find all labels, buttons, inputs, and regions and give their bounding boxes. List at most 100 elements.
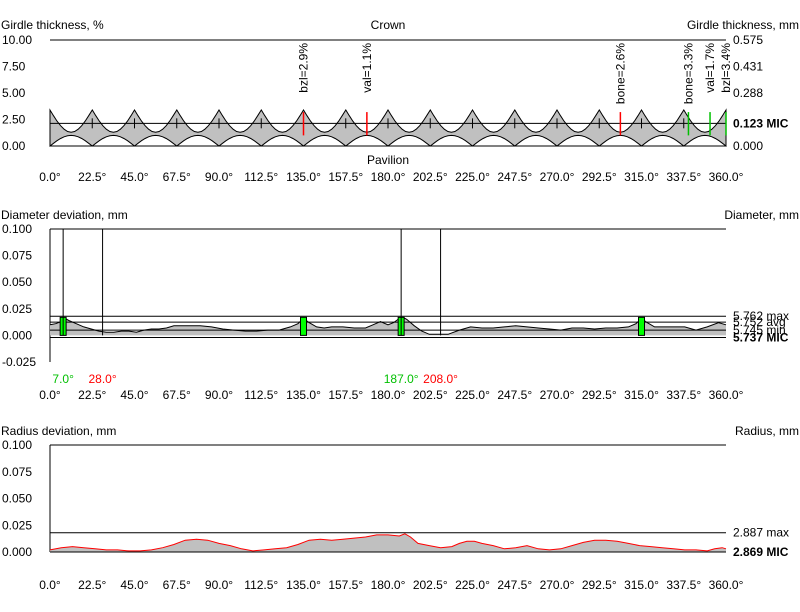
- radius-y-tick-label: 0.000: [2, 545, 32, 559]
- girdle-left-title: Girdle thickness, %: [1, 18, 104, 32]
- radius-x-tick-label: 112.5°: [244, 578, 278, 592]
- diameter-angle-label: 7.0°: [52, 372, 74, 386]
- radius-y-tick-label: 0.075: [2, 465, 32, 479]
- girdle-left-tick-label: 2.50: [2, 113, 26, 127]
- diameter-x-tick-label: 67.5°: [163, 388, 191, 402]
- radius-x-tick-label: 180.0°: [371, 578, 406, 592]
- girdle-x-tick-label: 247.5°: [497, 170, 532, 184]
- girdle-right-tick-label: 0.288: [733, 86, 763, 100]
- girdle-x-tick-label: 67.5°: [163, 170, 191, 184]
- diameter-x-tick-label: 225.0°: [455, 388, 490, 402]
- girdle-x-tick-label: 315.0°: [624, 170, 659, 184]
- diameter-y-tick-label: 0.075: [2, 249, 32, 263]
- girdle-x-tick-label: 202.5°: [413, 170, 448, 184]
- girdle-x-tick-label: 270.0°: [540, 170, 575, 184]
- radius-x-tick-label: 22.5°: [78, 578, 106, 592]
- diameter-profile-area: [50, 317, 726, 335]
- diameter-x-tick-label: 247.5°: [497, 388, 532, 402]
- girdle-pavilion-label: Pavilion: [367, 153, 409, 167]
- diameter-ref-label: 5.737 MIC: [733, 331, 789, 345]
- girdle-x-tick-label: 0.0°: [39, 170, 61, 184]
- radius-left-title: Radius deviation, mm: [1, 424, 116, 438]
- radius-x-tick-label: 90.0°: [205, 578, 233, 592]
- girdle-x-tick-label: 360.0°: [709, 170, 744, 184]
- radius-x-tick-label: 315.0°: [624, 578, 659, 592]
- radius-deviation-chart: 0.100 0.075 0.050 0.025 0.000 2.887 max 2.869 …: [2, 438, 789, 592]
- girdle-x-tick-label: 22.5°: [78, 170, 106, 184]
- radius-x-tick-label: 67.5°: [163, 578, 191, 592]
- girdle-x-tick-label: 112.5°: [244, 170, 278, 184]
- diameter-y-tick-label: 0.100: [2, 222, 32, 236]
- diameter-y-tick-label: 0.000: [2, 328, 32, 342]
- radius-x-tick-label: 45.0°: [120, 578, 148, 592]
- girdle-x-tick-label: 45.0°: [120, 170, 148, 184]
- girdle-right-tick-label: 0.575: [733, 33, 763, 47]
- girdle-right-tick-label: 0.000: [733, 139, 763, 153]
- girdle-mic-label: 0.123 MIC: [733, 116, 789, 130]
- diameter-angle-label: 28.0°: [88, 372, 116, 386]
- girdle-crown-label: Crown: [371, 18, 406, 32]
- diameter-angle-label: 187.0°: [384, 372, 419, 386]
- radius-x-tick-label: 0.0°: [39, 578, 61, 592]
- girdle-x-tick-label: 180.0°: [371, 170, 406, 184]
- diameter-x-tick-label: 22.5°: [78, 388, 106, 402]
- girdle-x-tick-label: 135.0°: [286, 170, 321, 184]
- radius-x-tick-label: 292.5°: [582, 578, 617, 592]
- diameter-x-tick-label: 135.0°: [286, 388, 321, 402]
- diameter-green-marker: [639, 317, 645, 335]
- diameter-x-tick-label: 315.0°: [624, 388, 659, 402]
- diameter-x-tick-label: 90.0°: [205, 388, 233, 402]
- girdle-left-tick-label: 0.00: [2, 139, 26, 153]
- girdle-right-title: Girdle thickness, mm: [687, 18, 799, 32]
- girdle-annotation-label: bzl=3.4%: [719, 43, 733, 93]
- radius-x-tick-label: 247.5°: [497, 578, 532, 592]
- girdle-x-tick-label: 90.0°: [205, 170, 233, 184]
- radius-ref-label: 2.887 max: [733, 526, 789, 540]
- girdle-x-tick-label: 292.5°: [582, 170, 617, 184]
- diameter-left-title: Diameter deviation, mm: [1, 208, 128, 222]
- radius-x-tick-label: 270.0°: [540, 578, 575, 592]
- girdle-left-tick-label: 10.00: [2, 33, 32, 47]
- diameter-green-marker: [301, 317, 307, 335]
- girdle-annotation-label: bzl=2.9%: [297, 43, 311, 93]
- girdle-annotation-label: val=1.1%: [360, 43, 374, 93]
- diameter-deviation-chart: 0.1000.0750.0500.0250.000-0.0255.762 max…: [2, 222, 789, 402]
- diameter-x-tick-label: 0.0°: [39, 388, 61, 402]
- radius-x-tick-label: 157.5°: [328, 578, 363, 592]
- girdle-annotation-label: bone=3.3%: [681, 43, 695, 104]
- diameter-x-tick-label: 360.0°: [709, 388, 744, 402]
- diameter-x-tick-label: 202.5°: [413, 388, 448, 402]
- diameter-x-tick-label: 180.0°: [371, 388, 406, 402]
- girdle-right-tick-label: 0.431: [733, 60, 763, 74]
- girdle-left-tick-label: 7.50: [2, 60, 26, 74]
- diameter-x-tick-label: 45.0°: [120, 388, 148, 402]
- diameter-x-tick-label: 337.5°: [666, 388, 701, 402]
- diameter-angle-label: 208.0°: [423, 372, 458, 386]
- radius-x-tick-label: 337.5°: [666, 578, 701, 592]
- girdle-x-tick-label: 337.5°: [666, 170, 701, 184]
- diameter-y-tick-label: -0.025: [2, 355, 36, 369]
- diameter-y-tick-label: 0.050: [2, 275, 32, 289]
- diameter-x-tick-label: 292.5°: [582, 388, 617, 402]
- girdle-annotation-label: bone=2.6%: [613, 43, 627, 104]
- radius-x-tick-label: 225.0°: [455, 578, 490, 592]
- diameter-x-tick-label: 270.0°: [540, 388, 575, 402]
- radius-y-tick-label: 0.100: [2, 438, 32, 452]
- radius-x-tick-label: 360.0°: [709, 578, 744, 592]
- radius-y-tick-label: 0.025: [2, 518, 32, 532]
- girdle-annotation-label: val=1.7%: [703, 43, 717, 93]
- diameter-y-tick-label: 0.025: [2, 302, 32, 316]
- radius-right-title: Radius, mm: [735, 424, 799, 438]
- girdle-left-tick-label: 5.00: [2, 86, 26, 100]
- radius-y-tick-label: 0.050: [2, 492, 32, 506]
- girdle-x-tick-label: 225.0°: [455, 170, 490, 184]
- diameter-right-title: Diameter, mm: [724, 208, 799, 222]
- diameter-x-tick-label: 157.5°: [328, 388, 363, 402]
- radius-ref-label: 2.869 MIC: [733, 545, 789, 559]
- diameter-x-tick-label: 112.5°: [244, 388, 278, 402]
- radius-x-tick-label: 135.0°: [286, 578, 321, 592]
- radius-x-tick-label: 202.5°: [413, 578, 448, 592]
- girdle-x-tick-label: 157.5°: [328, 170, 363, 184]
